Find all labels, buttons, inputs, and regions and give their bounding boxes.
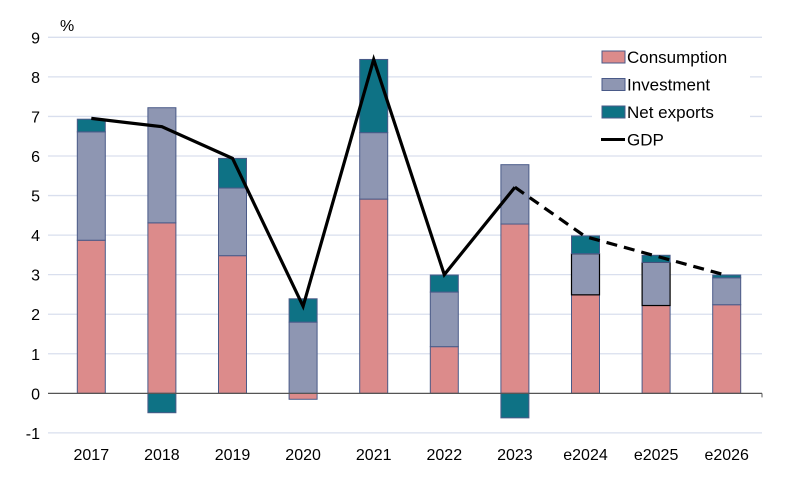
bar-investment-e2026 bbox=[713, 278, 741, 305]
x-tick-label: 2020 bbox=[285, 447, 321, 464]
y-tick-label: 0 bbox=[31, 386, 40, 403]
x-tick-labels: 2017 2018 2019 2020 2021 2022 2023 e2024 e2025 e2… bbox=[74, 447, 750, 464]
bar-consumption-e2026 bbox=[713, 305, 741, 394]
bar-net-exports-2018 bbox=[148, 393, 176, 412]
bar-consumption-2023 bbox=[501, 224, 529, 393]
y-tick-label: 7 bbox=[31, 109, 40, 126]
bar-consumption-2019 bbox=[219, 256, 247, 394]
bar-consumption-2022 bbox=[430, 347, 458, 394]
bar-investment-e2025 bbox=[642, 262, 670, 305]
x-tick-label: e2025 bbox=[634, 447, 679, 464]
y-tick-label: 4 bbox=[31, 228, 40, 245]
x-tick-label: e2024 bbox=[563, 447, 608, 464]
y-tick-labels: -1 0 1 2 3 4 5 6 7 8 9 bbox=[26, 30, 40, 443]
bar-investment-2017 bbox=[77, 132, 105, 240]
bar-investment-2020 bbox=[289, 322, 317, 393]
y-tick-label: 2 bbox=[31, 307, 40, 324]
gdp-line-forecast bbox=[515, 187, 727, 275]
y-tick-label: 8 bbox=[31, 70, 40, 87]
x-tick-label: 2021 bbox=[356, 447, 392, 464]
bar-consumption-2018 bbox=[148, 223, 176, 394]
y-tick-label: 5 bbox=[31, 189, 40, 206]
bar-investment-2023 bbox=[501, 165, 529, 224]
legend-label: GDP bbox=[627, 131, 664, 150]
bar-net-exports-2019 bbox=[219, 158, 247, 188]
bar-net-exports-2022 bbox=[430, 275, 458, 292]
y-tick-label: 6 bbox=[31, 149, 40, 166]
legend-label: Investment bbox=[627, 76, 710, 95]
y-tick-label: 9 bbox=[31, 30, 40, 47]
y-tick-label: 3 bbox=[31, 268, 40, 285]
y-axis-unit-label: % bbox=[60, 18, 74, 35]
bar-consumption-2021 bbox=[360, 199, 388, 393]
legend-swatch-net-exports bbox=[602, 106, 625, 118]
bar-consumption-e2024 bbox=[572, 295, 600, 394]
legend-swatch-consumption bbox=[602, 51, 625, 63]
bar-consumption-2017 bbox=[77, 240, 105, 393]
x-tick-label: e2026 bbox=[704, 447, 749, 464]
bar-investment-2019 bbox=[219, 188, 247, 256]
legend: Consumption Investment Net exports GDP bbox=[592, 42, 750, 152]
x-tick-label: 2017 bbox=[74, 447, 110, 464]
bar-net-exports-2023 bbox=[501, 393, 529, 418]
legend-label: Net exports bbox=[627, 103, 714, 122]
y-tick-label: -1 bbox=[26, 426, 40, 443]
y-tick-label: 1 bbox=[31, 347, 40, 364]
bar-investment-e2024 bbox=[572, 254, 600, 295]
bar-consumption-2020 bbox=[289, 393, 317, 399]
x-tick-label: 2022 bbox=[427, 447, 463, 464]
legend-swatch-investment bbox=[602, 79, 625, 91]
legend-label: Consumption bbox=[627, 48, 727, 67]
x-tick-label: 2019 bbox=[215, 447, 251, 464]
bar-consumption-e2025 bbox=[642, 306, 670, 394]
x-tick-label: 2018 bbox=[144, 447, 180, 464]
x-tick-label: 2023 bbox=[497, 447, 533, 464]
bar-investment-2021 bbox=[360, 133, 388, 199]
bar-investment-2022 bbox=[430, 292, 458, 347]
